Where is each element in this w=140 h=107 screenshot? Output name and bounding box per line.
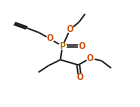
Circle shape (66, 27, 74, 32)
Circle shape (59, 43, 66, 49)
Text: O: O (47, 34, 53, 43)
Circle shape (76, 75, 84, 80)
Text: O: O (76, 73, 83, 82)
Circle shape (87, 55, 94, 61)
Circle shape (46, 36, 54, 42)
Text: O: O (67, 25, 73, 34)
Text: O: O (79, 42, 86, 51)
Text: O: O (87, 54, 94, 63)
Text: P: P (60, 42, 65, 51)
Circle shape (79, 43, 86, 49)
